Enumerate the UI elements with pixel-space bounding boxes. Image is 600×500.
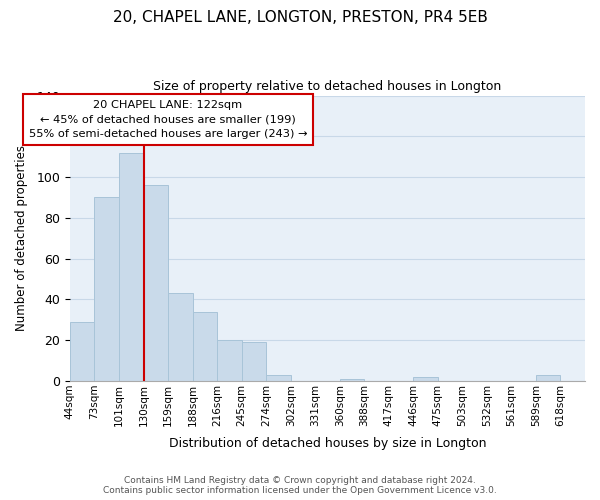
Bar (119, 152, 143, 381)
Bar (193, 312, 217, 381)
Text: 20 CHAPEL LANE: 122sqm
← 45% of detached houses are smaller (199)
55% of semi-de: 20 CHAPEL LANE: 122sqm ← 45% of detached… (29, 100, 307, 139)
Bar (143, 186, 168, 381)
Bar (217, 340, 242, 381)
Bar (340, 379, 364, 381)
Y-axis label: Number of detached properties: Number of detached properties (15, 146, 28, 332)
Bar (536, 375, 560, 381)
Bar (70, 322, 94, 381)
Bar (94, 198, 119, 381)
Text: 20, CHAPEL LANE, LONGTON, PRESTON, PR4 5EB: 20, CHAPEL LANE, LONGTON, PRESTON, PR4 5… (113, 10, 487, 25)
Bar (413, 377, 438, 381)
Bar (242, 342, 266, 381)
Text: Contains HM Land Registry data © Crown copyright and database right 2024.
Contai: Contains HM Land Registry data © Crown c… (103, 476, 497, 495)
X-axis label: Distribution of detached houses by size in Longton: Distribution of detached houses by size … (169, 437, 486, 450)
Bar (168, 294, 193, 381)
Bar (266, 375, 290, 381)
Title: Size of property relative to detached houses in Longton: Size of property relative to detached ho… (154, 80, 502, 93)
